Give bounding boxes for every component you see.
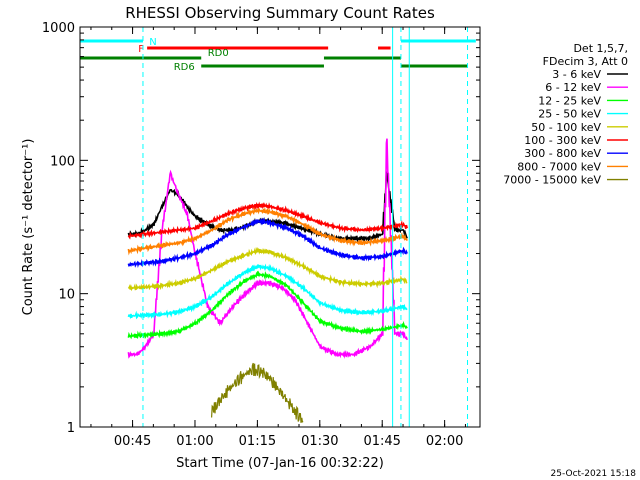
data-series [127, 138, 408, 423]
status-bar-label: F [138, 44, 144, 55]
x-axis-label: Start Time (07-Jan-16 00:32:22) [176, 456, 384, 471]
time-markers [79, 27, 469, 427]
series-line [127, 247, 408, 292]
y-tick-label: 1 [67, 421, 75, 436]
legend-entry-label: 50 - 100 keV [531, 121, 601, 134]
chart-title: RHESSI Observing Summary Count Rates [125, 4, 435, 22]
legend-header: FDecim 3, Att 0 [543, 55, 628, 68]
legend-header: Det 1,5,7, [573, 42, 628, 55]
series-line [127, 217, 408, 268]
footer-date: 25-Oct-2021 15:18 [551, 469, 637, 479]
series-line [127, 138, 408, 359]
y-axis-label: Count Rate (s⁻¹ detector⁻¹) [21, 139, 36, 316]
series-line [127, 270, 408, 340]
legend-entry-label: 100 - 300 keV [524, 134, 601, 147]
legend-entry-label: 25 - 50 keV [538, 108, 601, 121]
series-line [127, 263, 408, 320]
status-bar-label: RD0 [208, 48, 229, 59]
status-bar-label: N [149, 37, 156, 48]
x-tick-label: 00:45 [114, 434, 151, 449]
legend-entry-label: 800 - 7000 keV [517, 160, 601, 173]
legend-entry-label: 3 - 6 keV [552, 68, 601, 81]
x-tick-label: 01:00 [176, 434, 213, 449]
series-line [127, 206, 408, 256]
y-tick-label: 100 [50, 154, 75, 169]
legend-entry-label: 6 - 12 keV [545, 81, 601, 94]
legend-entry-label: 7000 - 15000 keV [503, 174, 601, 187]
series-line [127, 201, 408, 240]
legend-entry-label: 300 - 800 keV [524, 147, 601, 160]
x-tick-label: 02:00 [426, 434, 463, 449]
x-tick-label: 01:15 [239, 434, 276, 449]
y-tick-label: 1000 [42, 21, 75, 36]
axes: 00:45 01:00 01:15 01:30 01:45 02:00 1 10 100 1000 [42, 21, 480, 449]
status-bar-label: RD6 [174, 62, 195, 73]
x-tick-label: 01:45 [363, 434, 400, 449]
observing-status-bars: NF RD0 RD6 [80, 37, 476, 73]
y-tick-label: 10 [58, 288, 75, 303]
x-tick-label: 01:30 [301, 434, 338, 449]
plot-frame [79, 26, 481, 428]
series-line [211, 362, 304, 423]
legend-entry-label: 12 - 25 keV [538, 94, 601, 107]
